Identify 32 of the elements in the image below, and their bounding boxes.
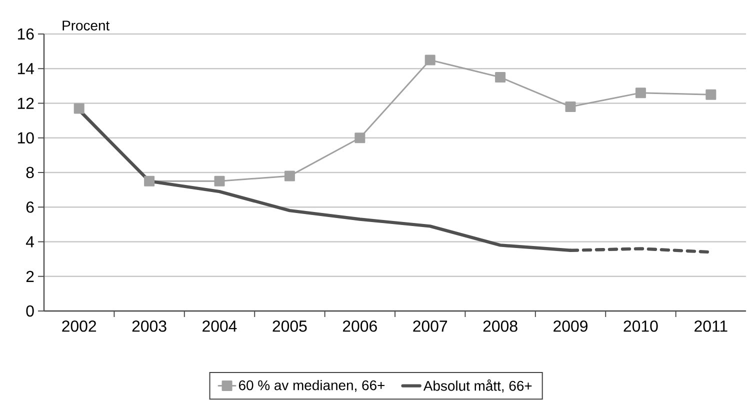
point bbox=[635, 88, 646, 98]
point bbox=[214, 176, 225, 186]
point bbox=[495, 72, 506, 83]
y-axis-title: Procent bbox=[62, 20, 110, 30]
x-tick-label: 2007 bbox=[413, 320, 448, 332]
x-tick-label: 2004 bbox=[202, 320, 237, 332]
point bbox=[74, 103, 84, 114]
point bbox=[144, 176, 155, 186]
y-tick-label: 12 bbox=[18, 98, 34, 109]
point bbox=[706, 89, 716, 100]
y-tick-label: 10 bbox=[18, 132, 34, 144]
x-tick-label: 2006 bbox=[342, 320, 377, 332]
y-tick-label: 2 bbox=[26, 270, 34, 282]
y-tick-label: 0 bbox=[26, 305, 34, 317]
point bbox=[284, 170, 295, 182]
x-tick-label: 2011 bbox=[694, 320, 728, 332]
point bbox=[424, 54, 436, 66]
y-tick-label: 4 bbox=[26, 236, 34, 248]
x-tick-label: 2008 bbox=[483, 320, 518, 332]
x-tick-label: 2002 bbox=[62, 320, 96, 332]
y-tick-label: 14 bbox=[18, 63, 34, 74]
legend-label: 60 % av medianen, 66+ bbox=[238, 380, 384, 392]
legend-label: Absolut mått, 66+ bbox=[423, 379, 532, 392]
x-tick-label: 2009 bbox=[554, 320, 588, 332]
point bbox=[565, 101, 576, 112]
x-tick-label: 2010 bbox=[624, 320, 658, 332]
x-tick-label: 2005 bbox=[272, 320, 307, 332]
y-tick-label: 6 bbox=[26, 201, 34, 213]
y-tick-label: 16 bbox=[18, 28, 34, 40]
point bbox=[354, 132, 366, 144]
x-tick-label: 2003 bbox=[132, 320, 166, 332]
y-tick-label: 8 bbox=[26, 166, 34, 178]
